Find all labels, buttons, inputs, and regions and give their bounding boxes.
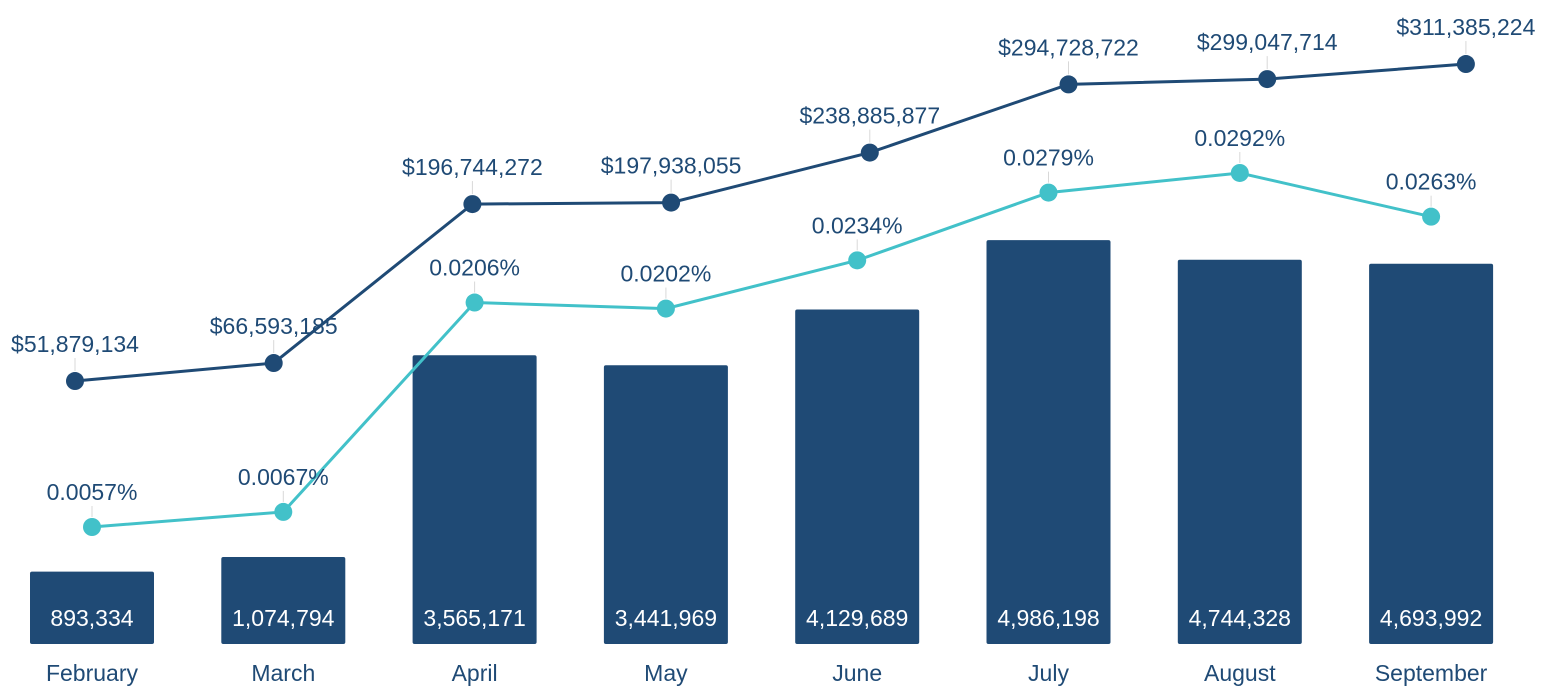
rate-data-label: 0.0206% xyxy=(429,255,520,281)
rate-data-label: 0.0234% xyxy=(812,212,903,238)
rate-point xyxy=(83,518,101,536)
x-tick-label: February xyxy=(46,660,139,686)
rate-line xyxy=(91,171,1432,529)
x-tick-label: April xyxy=(452,660,498,686)
bar-value-label: 3,441,969 xyxy=(615,605,717,631)
rate-data-label: 0.0292% xyxy=(1194,125,1285,151)
amount-data-label: $294,728,722 xyxy=(998,34,1139,60)
bar-august xyxy=(1177,259,1302,644)
amount-point xyxy=(662,193,681,212)
bar-june xyxy=(795,309,920,644)
bar-value-label: 3,565,171 xyxy=(423,605,525,631)
bar-value-label: 4,693,992 xyxy=(1380,605,1482,631)
bar-april xyxy=(412,355,537,644)
rate-data-label: 0.0263% xyxy=(1386,169,1477,195)
rate-point xyxy=(465,293,484,312)
rate-point xyxy=(656,299,675,318)
rate-data-label: 0.0067% xyxy=(238,464,329,490)
rate-point xyxy=(1230,163,1249,182)
x-tick-label: March xyxy=(251,660,315,686)
bar-value-label: 4,129,689 xyxy=(806,605,908,631)
x-tick-label: May xyxy=(644,660,688,686)
amount-point xyxy=(1258,70,1277,89)
amount-line xyxy=(74,62,1467,383)
bar-value-label: 893,334 xyxy=(50,605,133,631)
amount-point xyxy=(66,372,84,391)
bar-may xyxy=(603,365,728,644)
rate-data-label: 0.0057% xyxy=(47,479,138,505)
rate-point xyxy=(1039,183,1058,202)
bar-september xyxy=(1369,263,1494,644)
bar-value-label: 4,744,328 xyxy=(1189,605,1291,631)
bar-value-label: 4,986,198 xyxy=(997,605,1099,631)
amount-point xyxy=(1456,55,1475,74)
rate-point xyxy=(848,251,867,270)
amount-point xyxy=(264,354,283,373)
x-tick-label: July xyxy=(1028,660,1069,686)
rate-point xyxy=(1422,207,1441,226)
bar-value-label: 1,074,794 xyxy=(232,605,335,631)
amount-data-label: $311,385,224 xyxy=(1396,14,1535,40)
amount-data-label: $197,938,055 xyxy=(601,153,742,179)
amount-data-label: $299,047,714 xyxy=(1197,29,1338,55)
x-tick-label: September xyxy=(1375,660,1488,686)
amount-data-label: $196,744,272 xyxy=(402,154,543,180)
x-tick-label: June xyxy=(832,660,882,686)
amount-point xyxy=(463,195,482,214)
amount-data-label: $238,885,877 xyxy=(799,103,940,129)
rate-data-label: 0.0202% xyxy=(620,261,711,287)
amount-data-label: $66,593,185 xyxy=(210,313,338,339)
bar-february xyxy=(30,571,154,644)
rate-point xyxy=(274,502,293,521)
x-tick-label: August xyxy=(1204,660,1276,686)
bar-july xyxy=(986,240,1111,644)
amount-point xyxy=(860,143,879,162)
amount-point xyxy=(1059,75,1078,94)
amount-data-label: $51,879,134 xyxy=(11,331,139,357)
bar-march xyxy=(221,556,346,644)
rate-data-label: 0.0279% xyxy=(1003,145,1094,171)
